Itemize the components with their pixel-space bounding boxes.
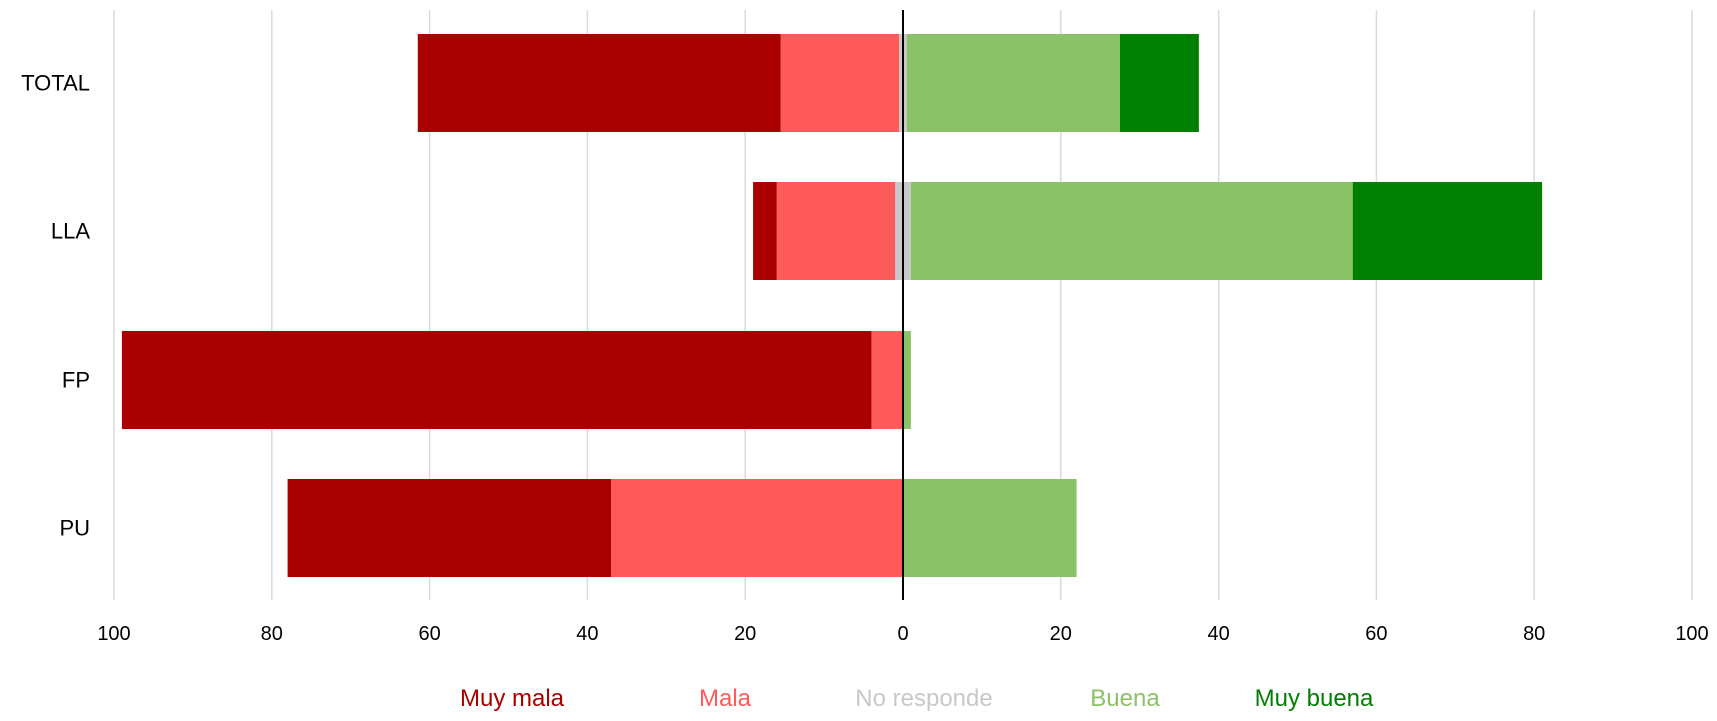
legend-item: Buena <box>1090 685 1160 712</box>
category-label: LLA <box>51 219 90 244</box>
x-tick-label: 100 <box>97 623 130 645</box>
category-label: PU <box>59 516 90 541</box>
x-tick-label: 20 <box>734 623 756 645</box>
category-labels: TOTAL LLA FP PU <box>21 71 90 541</box>
legend-item: No responde <box>855 685 992 712</box>
category-label: FP <box>62 368 90 393</box>
legend-item: Muy buena <box>1255 685 1374 712</box>
legend-item: Muy mala <box>460 685 565 712</box>
x-tick-label: 40 <box>1207 623 1229 645</box>
bar-buena-fp <box>903 331 911 429</box>
bar-muy-mala-lla <box>753 182 777 280</box>
bar-muy-buena-total <box>1119 34 1199 132</box>
bar-mala-fp <box>871 331 903 429</box>
bar-buena-pu <box>903 479 1077 577</box>
x-tick-label: 20 <box>1050 623 1072 645</box>
x-tick-labels: 100 80 60 40 20 0 20 40 60 80 100 <box>97 623 1708 645</box>
bar-buena-total <box>906 34 1120 132</box>
bar-muy-mala-pu <box>287 479 612 577</box>
bar-mala-total <box>780 34 900 132</box>
bars <box>121 34 1543 577</box>
x-tick-label: 60 <box>1365 623 1387 645</box>
bar-buena-lla <box>910 182 1353 280</box>
legend-item: Mala <box>699 685 752 712</box>
x-tick-label: 0 <box>897 623 908 645</box>
category-label: TOTAL <box>21 71 90 96</box>
legend: Muy mala Mala No responde Buena Muy buena <box>460 685 1374 712</box>
bar-muy-mala-fp <box>121 331 872 429</box>
x-tick-label: 80 <box>1523 623 1545 645</box>
x-tick-label: 40 <box>576 623 598 645</box>
bar-muy-mala-total <box>417 34 781 132</box>
x-tick-label: 80 <box>261 623 283 645</box>
x-tick-label: 100 <box>1675 623 1708 645</box>
x-tick-label: 60 <box>418 623 440 645</box>
bar-muy-buena-lla <box>1352 182 1543 280</box>
bar-mala-lla <box>776 182 896 280</box>
bar-mala-pu <box>611 479 903 577</box>
